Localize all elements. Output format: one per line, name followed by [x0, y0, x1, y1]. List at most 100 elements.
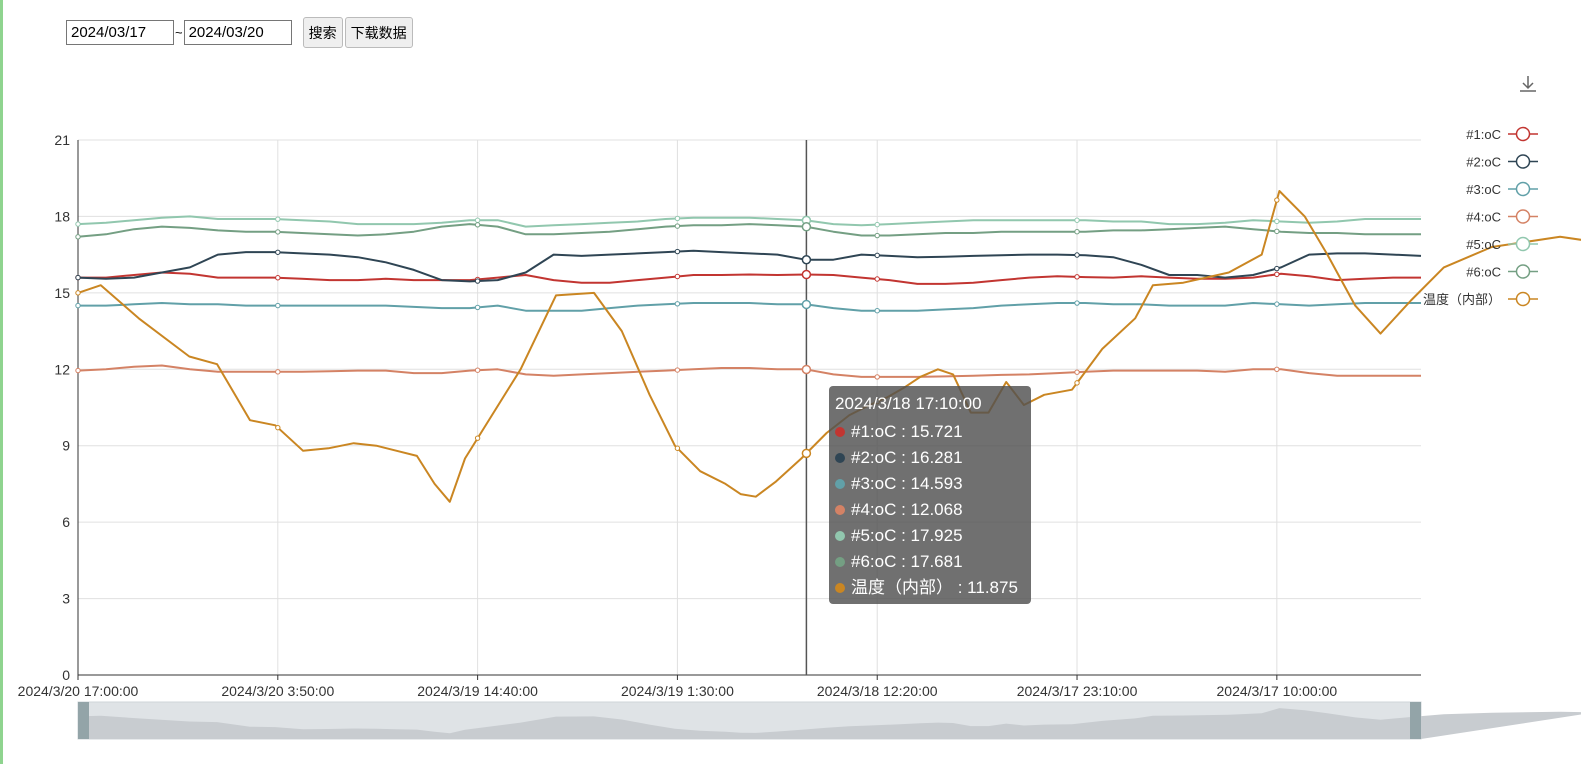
zoom-overview-area	[78, 708, 1581, 739]
tooltip-row: #5:oC : 17.925	[835, 523, 1025, 549]
x-tick-label: 2024/3/17 23:10:00	[1017, 683, 1138, 699]
tooltip-row: #4:oC : 12.068	[835, 497, 1025, 523]
series-point	[75, 274, 81, 281]
series-point	[1074, 229, 1080, 235]
series-point	[674, 248, 681, 255]
legend-marker	[1515, 236, 1531, 252]
tooltip-color-dot	[835, 479, 845, 489]
tooltip-color-dot	[835, 453, 845, 463]
legend-item-5[interactable]: #5:oC	[1466, 236, 1538, 252]
hover-point	[801, 448, 812, 459]
tooltip-row-label: #2:oC : 16.281	[851, 448, 963, 467]
series-point	[275, 275, 281, 281]
series-point	[275, 249, 281, 255]
x-tick-label: 2024/3/18 12:20:00	[817, 683, 938, 699]
legend-marker	[1515, 154, 1531, 169]
date-separator: ~	[175, 25, 183, 40]
y-tick-label: 6	[62, 514, 70, 530]
y-tick-label: 21	[54, 132, 70, 148]
tooltip-color-dot	[835, 531, 845, 541]
zoom-handle-left[interactable]	[78, 702, 89, 739]
hover-crosshair	[801, 140, 812, 675]
series-line-2	[77, 249, 1422, 283]
legend-item-3[interactable]: #3:oC	[1466, 181, 1538, 197]
y-tick-label: 9	[62, 438, 70, 454]
series-point	[674, 445, 681, 451]
legend-label: #4:oC	[1466, 210, 1501, 225]
legend-marker	[1515, 291, 1531, 307]
tooltip-row: 温度（内部） : 11.875	[835, 575, 1025, 601]
series-line-5	[77, 215, 1421, 228]
tooltip-row-label: #1:oC : 15.721	[851, 422, 963, 441]
save-image-icon[interactable]	[1515, 72, 1541, 98]
series-point	[674, 215, 681, 222]
series-line-3	[78, 302, 1421, 312]
legend-item-7[interactable]: 温度（内部）	[1423, 291, 1538, 307]
series-point	[874, 307, 880, 314]
series-point	[1274, 265, 1280, 272]
hover-point	[801, 254, 812, 265]
end-date-input[interactable]	[183, 20, 292, 45]
series-point	[275, 424, 281, 431]
legend-label: #5:oC	[1466, 237, 1501, 252]
tooltip-row-label: #6:oC : 17.681	[851, 552, 963, 571]
series-point	[474, 278, 481, 284]
series-line-4	[77, 364, 1421, 378]
zoom-handle-right[interactable]	[1410, 702, 1421, 739]
series-point	[674, 367, 681, 373]
tooltip-title: 2024/3/18 17:10:00	[835, 394, 982, 413]
series-point	[874, 232, 880, 239]
tooltip-row-label: #3:oC : 14.593	[851, 474, 963, 493]
series-point	[275, 216, 281, 222]
page-left-border	[0, 0, 3, 764]
y-tick-label: 0	[62, 667, 70, 683]
series-point	[674, 223, 681, 229]
hover-point	[801, 269, 812, 280]
series-point	[474, 304, 481, 311]
data-zoom-slider[interactable]	[77, 701, 1581, 740]
series-point	[474, 217, 481, 223]
legend-item-1[interactable]: #1:oC	[1466, 126, 1538, 142]
date-toolbar: ~ 搜索 下载数据	[66, 17, 413, 48]
series-point	[75, 302, 81, 309]
tooltip-color-dot	[835, 427, 845, 437]
hover-tooltip: 2024/3/18 17:10:00 #1:oC : 15.721 #2:oC :…	[829, 386, 1031, 604]
legend-item-6[interactable]: #6:oC	[1466, 264, 1538, 280]
y-tick-label: 3	[62, 591, 70, 607]
legend-marker	[1515, 209, 1531, 224]
series-point	[874, 252, 880, 259]
legend-marker	[1515, 264, 1531, 279]
legend-label: #3:oC	[1466, 182, 1501, 197]
tooltip-color-dot	[835, 557, 845, 567]
x-tick-label: 2024/3/20 3:50:00	[221, 683, 334, 699]
series-point	[275, 229, 281, 235]
tooltip-color-dot	[835, 505, 845, 515]
series-point	[874, 276, 880, 282]
series-point	[674, 273, 681, 280]
legend-label: 温度（内部）	[1423, 292, 1501, 307]
search-button[interactable]: 搜索	[302, 17, 343, 48]
series-point	[1274, 301, 1280, 307]
series-point	[474, 367, 481, 373]
series-line-6	[77, 223, 1421, 238]
series-point	[75, 221, 81, 227]
series-point	[674, 301, 681, 307]
tooltip-row: #6:oC : 17.681	[835, 549, 1025, 575]
download-data-button[interactable]: 下载数据	[344, 17, 413, 48]
tooltip-color-dot	[835, 583, 845, 593]
tooltip-row-label: #5:oC : 17.925	[851, 526, 963, 545]
legend-item-2[interactable]: #2:oC	[1466, 154, 1538, 170]
series-point	[1074, 217, 1080, 223]
start-date-input[interactable]	[66, 20, 174, 45]
tooltip-row-label: 温度（内部） : 11.875	[851, 578, 1018, 597]
series-point	[75, 367, 81, 374]
tooltip-row: #2:oC : 16.281	[835, 445, 1025, 471]
chart-legend: #1:oC #2:oC #3:oC #4:oC #5:oC #6:oC 温度（内部）	[1423, 126, 1538, 307]
legend-marker	[1515, 181, 1531, 197]
legend-item-4[interactable]: #4:oC	[1466, 209, 1538, 225]
series-point	[1274, 218, 1280, 225]
series-point	[75, 290, 81, 296]
series-point	[1074, 252, 1080, 258]
series-point	[1274, 271, 1280, 278]
y-tick-label: 15	[54, 285, 70, 301]
